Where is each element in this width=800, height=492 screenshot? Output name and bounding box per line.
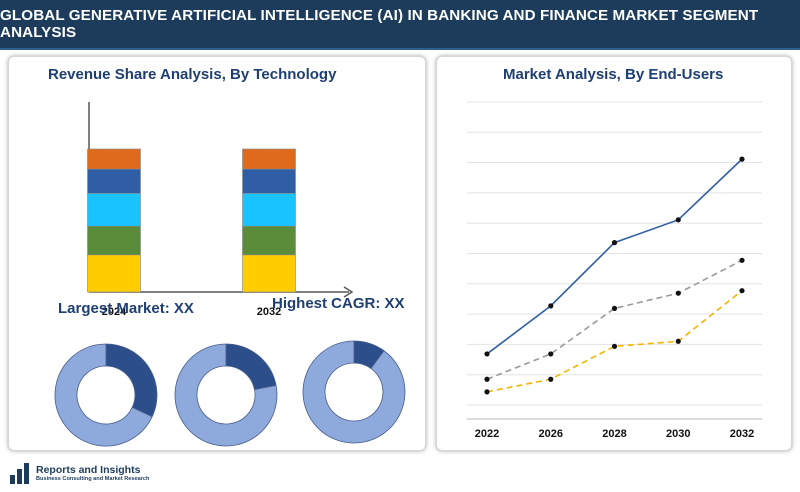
line-point-3-2032 xyxy=(739,288,745,294)
bar-chart-logo-icon xyxy=(10,462,32,484)
x-tick-label-2022: 2022 xyxy=(475,428,499,440)
donut-chart-3 xyxy=(302,340,406,444)
line-series-1 xyxy=(486,158,743,355)
line-point-1-2026 xyxy=(548,303,554,309)
line-series-3 xyxy=(486,290,743,393)
bar-segment-2032-2 xyxy=(242,225,296,256)
line-series-2 xyxy=(486,259,743,380)
line-point-2-2026 xyxy=(548,351,554,357)
line-point-3-2028 xyxy=(611,343,618,349)
bar-segment-2032-4 xyxy=(242,168,296,194)
line-point-2-2022 xyxy=(484,376,490,382)
line-point-1-2030 xyxy=(675,217,681,223)
x-tick-label-2030: 2030 xyxy=(666,428,690,440)
donut2-slice-1 xyxy=(225,343,277,391)
logo-tagline: Business Consulting and Market Research xyxy=(36,475,150,482)
x-tick-label-2032: 2032 xyxy=(730,428,754,440)
bar-segment-2024-4 xyxy=(87,168,141,194)
x-tick-label-2028: 2028 xyxy=(602,428,626,440)
line-point-1-2028 xyxy=(611,240,618,246)
donut-chart-2 xyxy=(174,343,278,447)
header-title: GLOBAL GENERATIVE ARTIFICIAL INTELLIGENC… xyxy=(0,7,759,41)
line-point-2-2028 xyxy=(611,305,618,311)
bar-segment-2024-3 xyxy=(87,193,141,227)
donut3-slice-2 xyxy=(302,340,406,444)
bar-segment-2032-3 xyxy=(242,193,296,227)
largest-market-title: Largest Market: XX xyxy=(58,300,194,317)
line-point-1-2022 xyxy=(484,351,490,357)
left-panel: Revenue Share Analysis, By Technology 20… xyxy=(8,56,426,451)
donut2-slice-2 xyxy=(174,343,278,447)
x-tick-label-2024: 2024 xyxy=(102,306,127,318)
line-point-1-2032 xyxy=(739,156,745,162)
bar-segment-2024-1 xyxy=(87,254,141,293)
stacked-bar-chart: 2024 2032 xyxy=(87,102,354,318)
brand-logo: Reports and Insights Business Consulting… xyxy=(10,457,160,489)
bar-segment-2032-1 xyxy=(242,254,296,293)
x-tick-label-2032: 2032 xyxy=(257,306,281,318)
line-chart: 2022 2026 2028 2030 2032 xyxy=(467,101,762,440)
line-point-2-2030 xyxy=(675,290,681,296)
x-axis-arrow-icon xyxy=(343,286,354,298)
donut1-slice-2 xyxy=(54,343,153,447)
line-point-3-2022 xyxy=(484,389,490,395)
donut1-slice-1 xyxy=(105,343,158,418)
line-point-3-2030 xyxy=(675,338,681,344)
line-point-3-2026 xyxy=(548,376,554,382)
line-point-2-2032 xyxy=(739,257,745,263)
bar-segment-2032-5 xyxy=(242,148,296,170)
highest-cagr-title: Highest CAGR: XX xyxy=(272,295,405,312)
line-chart-title: Market Analysis, By End-Users xyxy=(503,66,724,83)
bar-segment-2024-2 xyxy=(87,225,141,256)
right-panel: Market Analysis, By End-Users 2022 2026 20… xyxy=(436,56,792,451)
logo-name: Reports and Insights xyxy=(36,463,141,476)
bar-segment-2024-5 xyxy=(87,148,141,170)
donut-chart-1 xyxy=(54,343,158,447)
stacked-bar-title: Revenue Share Analysis, By Technology xyxy=(48,66,337,83)
x-tick-label-2026: 2026 xyxy=(539,428,563,440)
page-header: GLOBAL GENERATIVE ARTIFICIAL INTELLIGENC… xyxy=(0,0,800,50)
